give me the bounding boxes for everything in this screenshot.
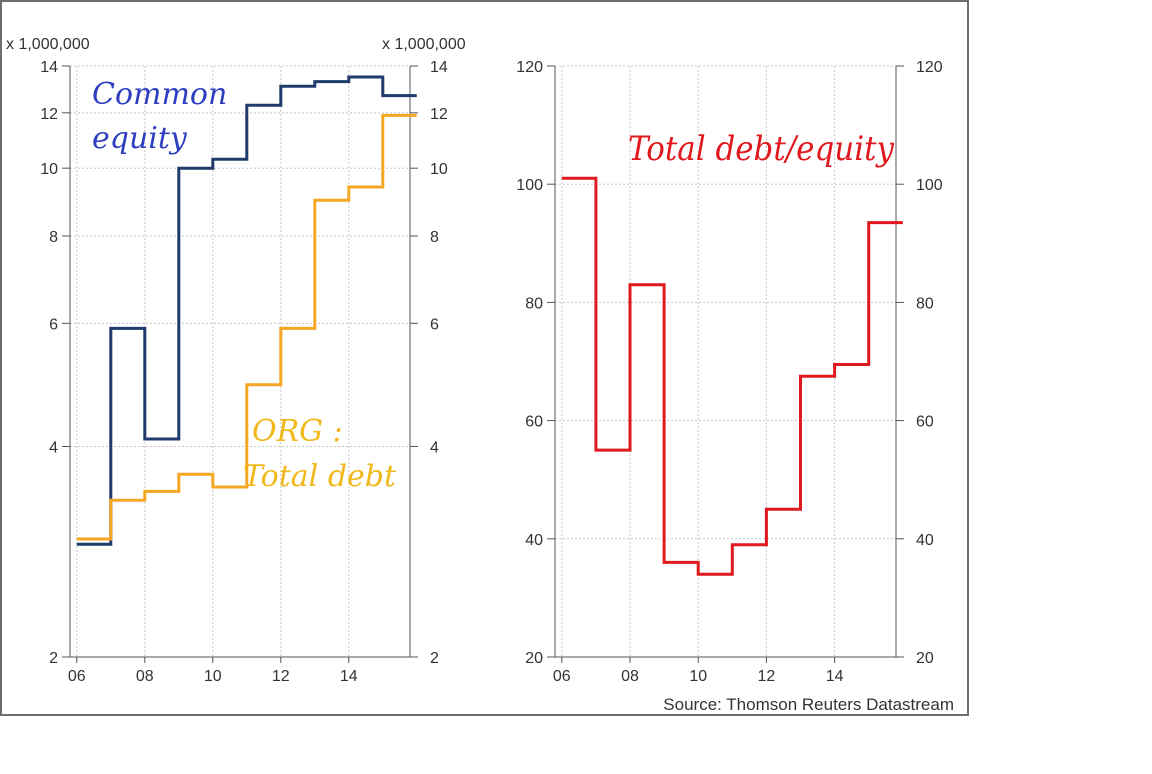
x-tick-label: 12 bbox=[758, 668, 776, 685]
x-tick-label: 06 bbox=[553, 668, 571, 685]
annotation-debt-equity-text: Total debt/equity bbox=[628, 129, 895, 169]
y-tick-label-left: 60 bbox=[525, 414, 543, 431]
y-tick-label-left: 10 bbox=[40, 161, 58, 178]
series-line-common-equity bbox=[76, 75, 417, 546]
y-tick-label-right: 120 bbox=[916, 59, 943, 76]
annotation-common-equity-line2: equity bbox=[92, 121, 188, 156]
annotation-common-equity-line1: Common bbox=[92, 77, 227, 112]
y-tick-label-left: 12 bbox=[40, 106, 58, 123]
unit-label-right: x 1,000,000 bbox=[382, 36, 466, 53]
y-tick-label-right: 4 bbox=[430, 439, 439, 456]
y-tick-label-right: 80 bbox=[916, 295, 934, 312]
y-tick-label-right: 100 bbox=[916, 177, 943, 194]
y-tick-label-left: 4 bbox=[49, 439, 58, 456]
unit-label-left: x 1,000,000 bbox=[6, 36, 90, 53]
x-tick-label: 08 bbox=[621, 668, 639, 685]
y-tick-label-left: 100 bbox=[516, 177, 543, 194]
y-tick-label-right: 12 bbox=[430, 106, 448, 123]
y-tick-label-left: 20 bbox=[525, 650, 543, 667]
annotation-total-debt-line2: Total debt bbox=[243, 459, 397, 494]
x-tick-label: 14 bbox=[340, 668, 358, 685]
x-tick-label: 06 bbox=[68, 668, 86, 685]
series-line-total-debt-equity bbox=[561, 176, 903, 576]
y-tick-label-right: 8 bbox=[430, 229, 439, 246]
annotation-total-debt: ORG : Total debt bbox=[243, 414, 397, 494]
y-tick-label-left: 6 bbox=[49, 316, 58, 333]
source-note: Source: Thomson Reuters Datastream bbox=[663, 695, 954, 714]
y-tick-label-right: 10 bbox=[430, 161, 448, 178]
y-tick-label-right: 20 bbox=[916, 650, 934, 667]
chart-debt-equity-ratio: 20 20 40 40 60 60 80 80 100 100 120 120 06 08 10 12 14 bbox=[516, 59, 943, 685]
y-tick-label-left: 80 bbox=[525, 295, 543, 312]
y-tick-label-right: 40 bbox=[916, 532, 934, 549]
y-tick-label-left: 14 bbox=[40, 59, 58, 76]
y-tick-label-left: 8 bbox=[49, 229, 58, 246]
series-line-total-debt bbox=[76, 113, 417, 541]
y-tick-label-left: 40 bbox=[525, 532, 543, 549]
x-tick-label: 12 bbox=[272, 668, 290, 685]
annotation-debt-equity: Total debt/equity bbox=[628, 129, 895, 169]
x-tick-label: 08 bbox=[136, 668, 154, 685]
annotation-common-equity: Common equity bbox=[92, 77, 227, 156]
y-tick-label-left: 2 bbox=[49, 650, 58, 667]
x-tick-label: 10 bbox=[689, 668, 707, 685]
chart-frame bbox=[0, 0, 969, 716]
y-tick-label-right: 6 bbox=[430, 316, 439, 333]
y-tick-label-right: 2 bbox=[430, 650, 439, 667]
annotation-total-debt-line1: ORG : bbox=[252, 414, 343, 449]
x-tick-label: 14 bbox=[826, 668, 844, 685]
y-tick-label-left: 120 bbox=[516, 59, 543, 76]
y-tick-label-right: 14 bbox=[430, 59, 448, 76]
y-tick-label-right: 60 bbox=[916, 414, 934, 431]
chart-equity-debt: 2 2 4 4 6 6 8 8 10 10 12 12 14 14 06 08 10 12 14 x 1,000,00… bbox=[6, 36, 466, 685]
x-tick-label: 10 bbox=[204, 668, 222, 685]
